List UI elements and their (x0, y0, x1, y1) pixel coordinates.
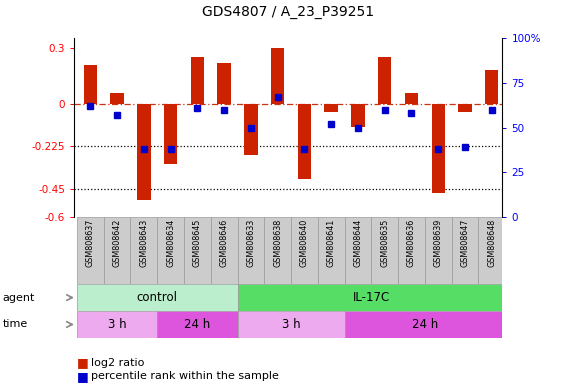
Bar (110, 93, 124, 104)
Text: log2 ratio: log2 ratio (91, 358, 144, 368)
Text: GSM808645: GSM808645 (193, 219, 202, 267)
Bar (238, 311, 344, 338)
Text: 24 h: 24 h (412, 318, 438, 331)
Bar (238, 217, 264, 284)
Bar (184, 217, 211, 284)
Text: GSM808642: GSM808642 (112, 219, 122, 267)
Bar (238, 284, 505, 311)
Bar (344, 217, 371, 284)
Bar (271, 48, 284, 104)
Bar (83, 65, 97, 104)
Bar (77, 284, 238, 311)
Bar (398, 217, 425, 284)
Text: ■: ■ (77, 356, 89, 369)
Text: GSM808648: GSM808648 (487, 219, 496, 267)
Bar (264, 217, 291, 284)
Bar (291, 217, 318, 284)
Text: agent: agent (3, 293, 35, 303)
Text: GSM808633: GSM808633 (246, 219, 255, 267)
Bar (452, 217, 478, 284)
Text: GSM808635: GSM808635 (380, 219, 389, 267)
Text: 3 h: 3 h (108, 318, 126, 331)
Bar (137, 104, 151, 200)
Text: GSM808644: GSM808644 (353, 219, 363, 267)
Text: 3 h: 3 h (282, 318, 300, 331)
Bar (378, 57, 391, 104)
Bar (77, 217, 104, 284)
Bar (351, 104, 365, 127)
Text: control: control (136, 291, 178, 304)
Text: GSM808641: GSM808641 (327, 219, 336, 267)
Bar (459, 104, 472, 112)
Bar (405, 93, 418, 104)
Bar (371, 217, 398, 284)
Text: IL-17C: IL-17C (353, 291, 390, 304)
Text: percentile rank within the sample: percentile rank within the sample (91, 371, 279, 381)
Bar (130, 217, 157, 284)
Text: GSM808636: GSM808636 (407, 219, 416, 267)
Bar (164, 104, 177, 164)
Text: ■: ■ (77, 370, 89, 383)
Bar (318, 217, 344, 284)
Bar (218, 63, 231, 104)
Text: GSM808634: GSM808634 (166, 219, 175, 267)
Bar (324, 104, 338, 112)
Bar (297, 104, 311, 179)
Text: GSM808638: GSM808638 (273, 219, 282, 267)
Bar (244, 104, 258, 155)
Bar (485, 70, 498, 104)
Bar (432, 104, 445, 192)
Text: 24 h: 24 h (184, 318, 211, 331)
Bar (104, 217, 130, 284)
Bar (211, 217, 238, 284)
Text: GSM808643: GSM808643 (139, 219, 148, 267)
Text: GSM808646: GSM808646 (220, 219, 228, 267)
Text: GSM808640: GSM808640 (300, 219, 309, 267)
Bar (478, 217, 505, 284)
Bar (157, 217, 184, 284)
Text: GDS4807 / A_23_P39251: GDS4807 / A_23_P39251 (202, 5, 375, 19)
Text: GSM808639: GSM808639 (434, 219, 443, 267)
Bar (425, 217, 452, 284)
Text: time: time (3, 319, 28, 329)
Bar (344, 311, 505, 338)
Bar (157, 311, 238, 338)
Bar (191, 57, 204, 104)
Text: GSM808647: GSM808647 (460, 219, 469, 267)
Bar (77, 311, 157, 338)
Text: GSM808637: GSM808637 (86, 219, 95, 267)
